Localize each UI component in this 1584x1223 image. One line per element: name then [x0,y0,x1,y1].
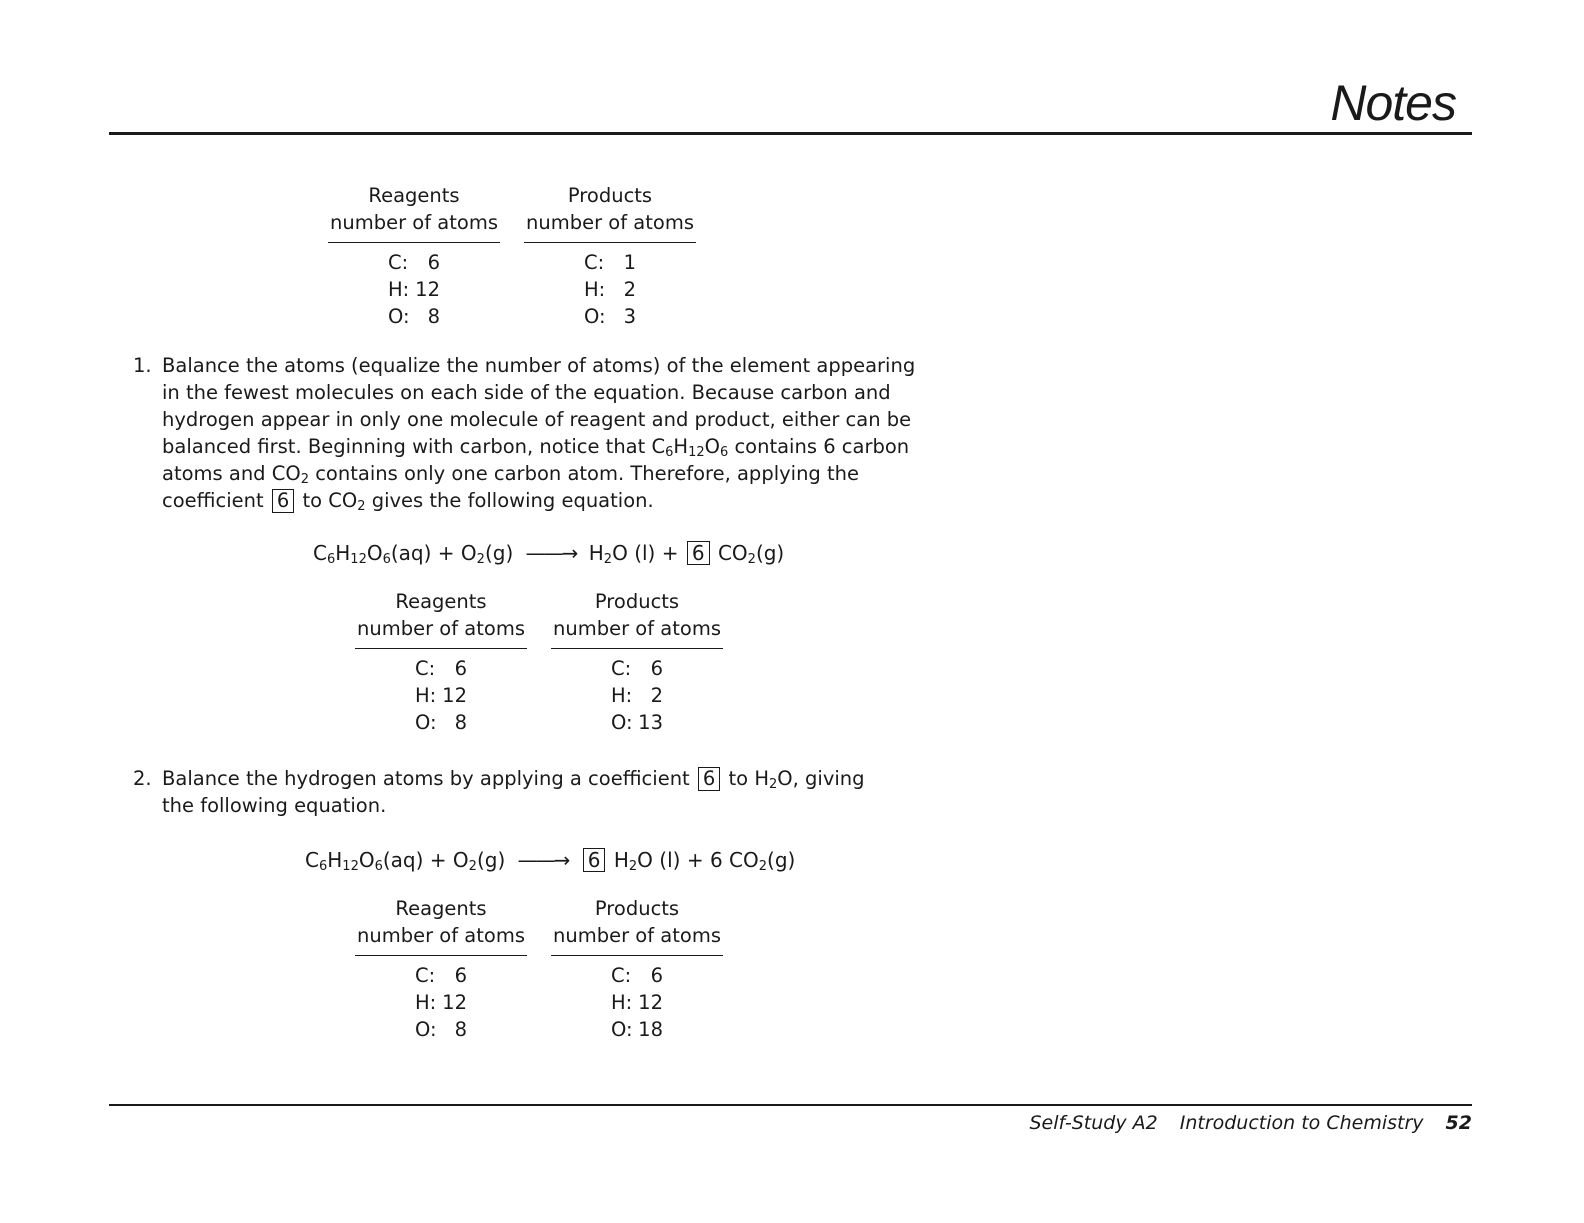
reaction-arrow: ——→ [525,541,579,565]
atom-row: O: 8 [388,305,440,328]
atom-row: H: 12 [415,991,467,1014]
chemical-equation: C6H12O6(aq) + O2(g) ——→ 6 H2O (l) + 6 CO… [305,845,795,875]
coefficient-box: 6 [582,848,606,872]
atom-row: O: 3 [584,305,636,328]
water-formula: H2O [754,767,793,792]
reagents-heading: Reagents number of atoms [355,588,527,649]
atom-row: H: 12 [415,684,467,707]
reagents-heading: Reagents number of atoms [328,182,500,243]
atom-row: C: 6 [611,964,663,987]
step-text: Balance the hydrogen atoms by applying a… [162,767,865,817]
atom-row: O: 8 [415,711,467,734]
coefficient-box: 6 [271,489,295,513]
step-number: 1. [133,354,152,377]
co2-formula: CO2 [271,462,310,487]
reagents-column: Reagents number of atoms C: 6 H: 12 O: 8 [355,895,527,1043]
reagents-column: Reagents number of atoms C: 6 H: 12 O: 8 [328,182,500,330]
products-heading: Products number of atoms [551,895,723,956]
products-column: Products number of atoms C: 1 H: 2 O: 3 [524,182,696,330]
products-heading: Products number of atoms [551,588,723,649]
step-number: 2. [133,767,152,790]
atom-row: O: 13 [611,711,663,734]
step-1: 1. Balance the atoms (equalize the numbe… [133,352,923,514]
atom-row: C: 1 [584,251,636,274]
atom-row: C: 6 [388,251,440,274]
chapter-name: Introduction to Chemistry [1179,1112,1424,1134]
atom-count-table: Reagents number of atoms C: 6 H: 12 O: 8 Pr… [355,588,727,738]
atom-row: C: 6 [415,657,467,680]
page-number: 52 [1445,1112,1472,1134]
atom-count-table: Reagents number of atoms C: 6 H: 12 O: 8 Pr… [355,895,727,1045]
atom-row: H: 12 [388,278,440,301]
atom-row: C: 6 [611,657,663,680]
atom-row: C: 6 [415,964,467,987]
glucose-formula: C6H12O6 [651,435,729,460]
page-footer: Self-Study A2 Introduction to Chemistry 52 [1029,1112,1472,1134]
atom-count-table: Reagents number of atoms C: 6 H: 12 O: 8 Pr… [328,182,700,332]
coefficient-box: 6 [697,767,721,791]
chemical-equation: C6H12O6(aq) + O2(g) ——→ H2O (l) + 6 CO2(… [313,538,784,568]
products-heading: Products number of atoms [524,182,696,243]
course-name: Self-Study A2 [1029,1112,1158,1134]
products-column: Products number of atoms C: 6 H: 2 O: 13 [551,588,723,736]
header-rule [109,132,1472,135]
step-2: 2. Balance the hydrogen atoms by applyin… [133,765,893,819]
co2-formula: CO2 [328,489,366,514]
atom-row: O: 18 [611,1018,663,1041]
reagents-heading: Reagents number of atoms [355,895,527,956]
coefficient-box: 6 [686,541,710,565]
atom-row: H: 2 [611,684,663,707]
page-title: Notes [1330,75,1457,131]
atom-row: O: 8 [415,1018,467,1041]
reagents-column: Reagents number of atoms C: 6 H: 12 O: 8 [355,588,527,736]
footer-rule [109,1104,1472,1106]
reaction-arrow: ——→ [517,848,571,872]
atom-row: H: 2 [584,278,636,301]
products-column: Products number of atoms C: 6 H: 12 O: 18 [551,895,723,1043]
atom-row: H: 12 [611,991,663,1014]
step-text: Balance the atoms (equalize the number o… [162,354,916,514]
